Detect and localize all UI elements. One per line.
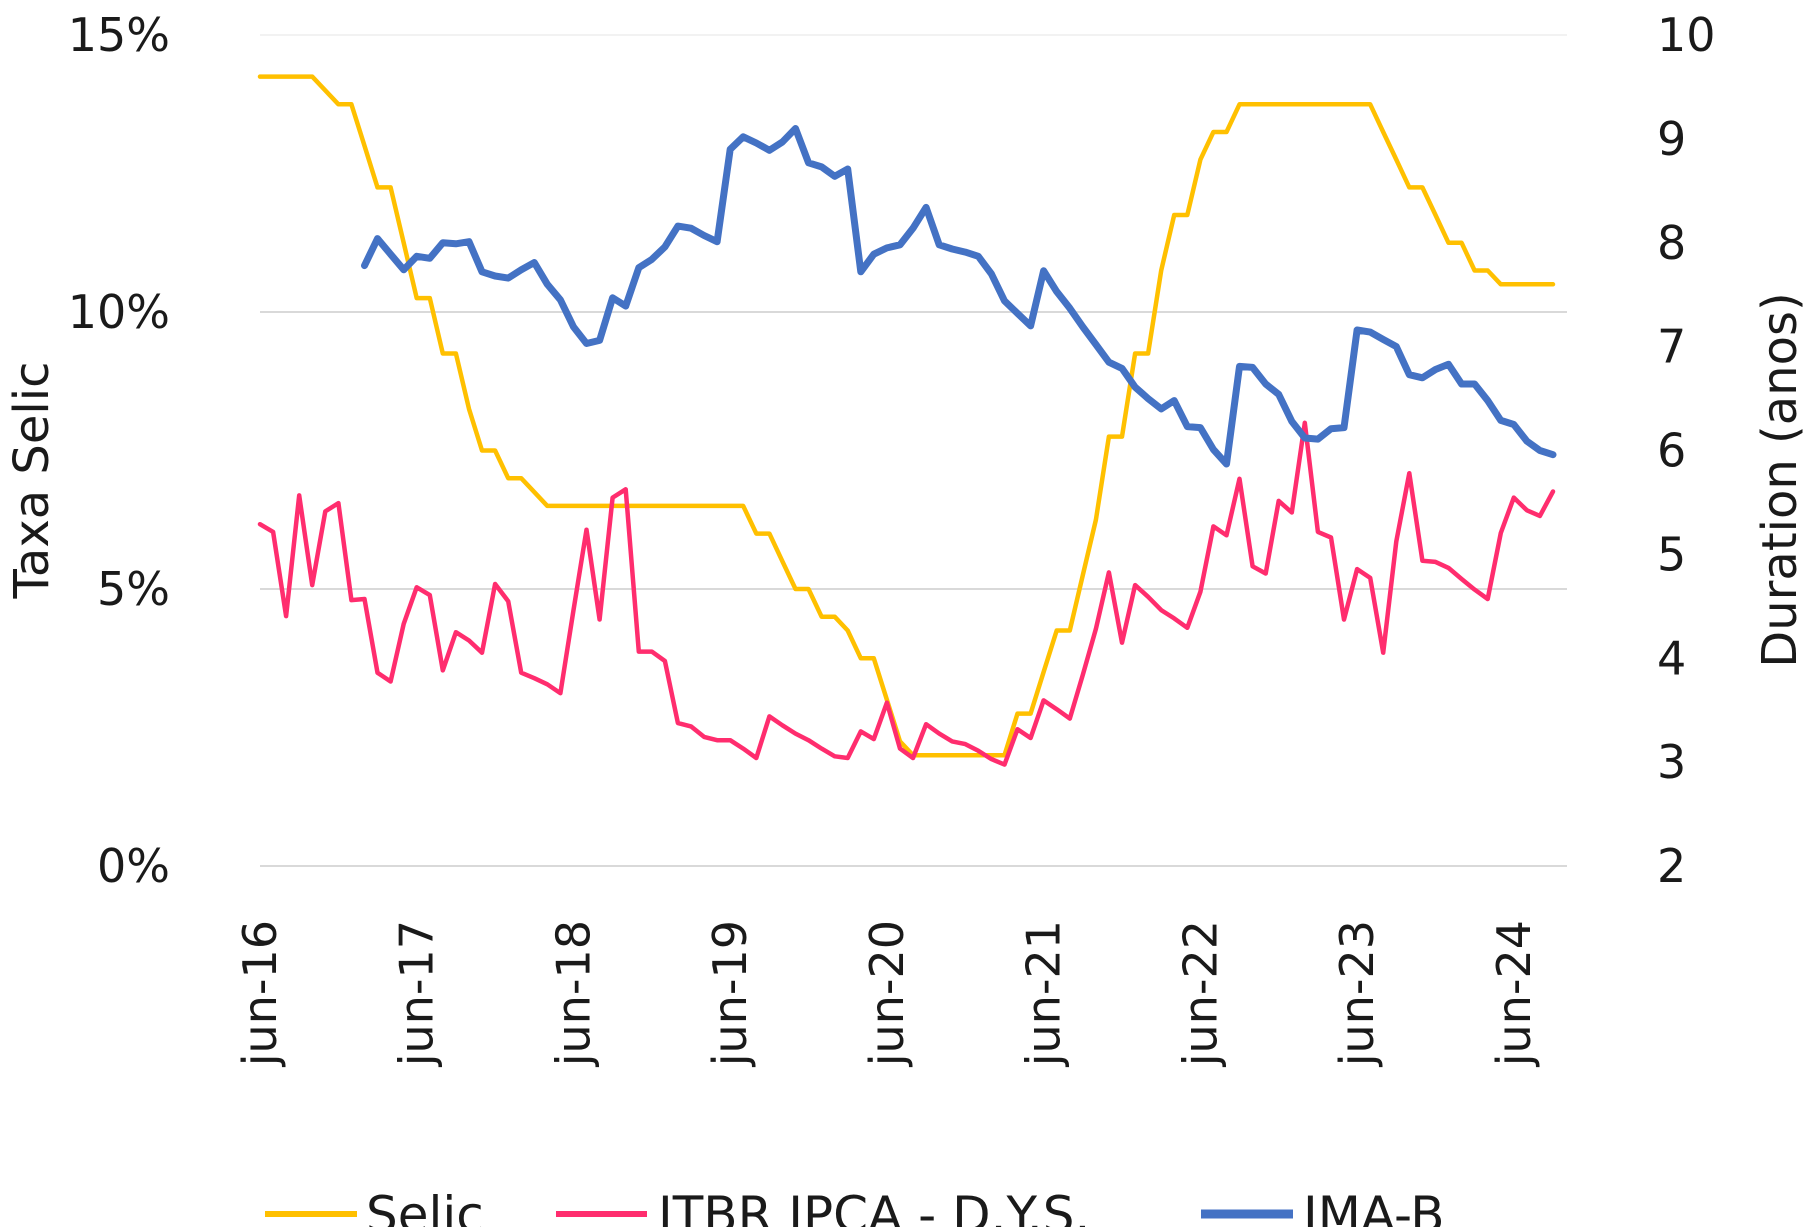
- legend-item-selic: Selic: [265, 1186, 484, 1227]
- legend-label-selic: Selic: [366, 1186, 484, 1227]
- y-tick-label: 0%: [97, 839, 170, 893]
- x-axis-ticks: jun-16 jun-17 jun-18 jun-19 jun-20 jun-21 jun-…: [233, 920, 1541, 1067]
- x-tick-label: jun-16: [233, 920, 287, 1067]
- legend-label-itbr: ITBR IPCA - D.Y.S.: [658, 1186, 1090, 1227]
- series-lines: [257, 74, 1557, 767]
- y-tick-label: 5%: [97, 562, 170, 616]
- left-axis-ticks: 0% 5% 10% 15%: [68, 8, 170, 893]
- series-line-ima-b: [361, 125, 1557, 468]
- y2-tick-label: 9: [1657, 112, 1686, 166]
- x-tick-label: jun-18: [546, 920, 600, 1067]
- x-tick-label: jun-20: [860, 920, 914, 1067]
- y2-tick-label: 3: [1657, 735, 1686, 789]
- x-tick-label: jun-23: [1330, 920, 1384, 1067]
- x-tick-label: jun-19: [703, 920, 757, 1067]
- x-tick-label: jun-22: [1173, 920, 1227, 1067]
- y2-axis-title: Duration (anos): [1752, 292, 1806, 667]
- y2-tick-label: 10: [1657, 8, 1716, 62]
- legend-item-itbr: ITBR IPCA - D.Y.S.: [556, 1186, 1090, 1227]
- y2-tick-label: 8: [1657, 216, 1686, 270]
- y-tick-label: 15%: [68, 8, 170, 62]
- x-tick-label: jun-17: [390, 920, 444, 1067]
- legend-label-imab: IMA-B: [1303, 1186, 1445, 1227]
- y-tick-label: 10%: [68, 285, 170, 339]
- x-tick-label: jun-21: [1017, 920, 1071, 1067]
- y2-tick-label: 2: [1657, 839, 1686, 893]
- x-tick-label: jun-24: [1487, 920, 1541, 1067]
- series-line-itbr-ipca-d-y-s: [257, 420, 1556, 767]
- y2-tick-label: 7: [1657, 320, 1686, 374]
- y2-tick-label: 5: [1657, 527, 1686, 581]
- right-axis-ticks: 2 3 4 5 6 7 8 9 10: [1657, 8, 1716, 893]
- gridlines: [260, 34, 1567, 867]
- y2-tick-label: 6: [1657, 424, 1686, 478]
- series-line-selic: [257, 74, 1556, 758]
- legend-item-imab: IMA-B: [1201, 1186, 1445, 1227]
- y-axis-title: Taxa Selic: [4, 362, 60, 600]
- y2-tick-label: 4: [1657, 631, 1686, 685]
- legend: Selic ITBR IPCA - D.Y.S. IMA-B: [265, 1186, 1445, 1227]
